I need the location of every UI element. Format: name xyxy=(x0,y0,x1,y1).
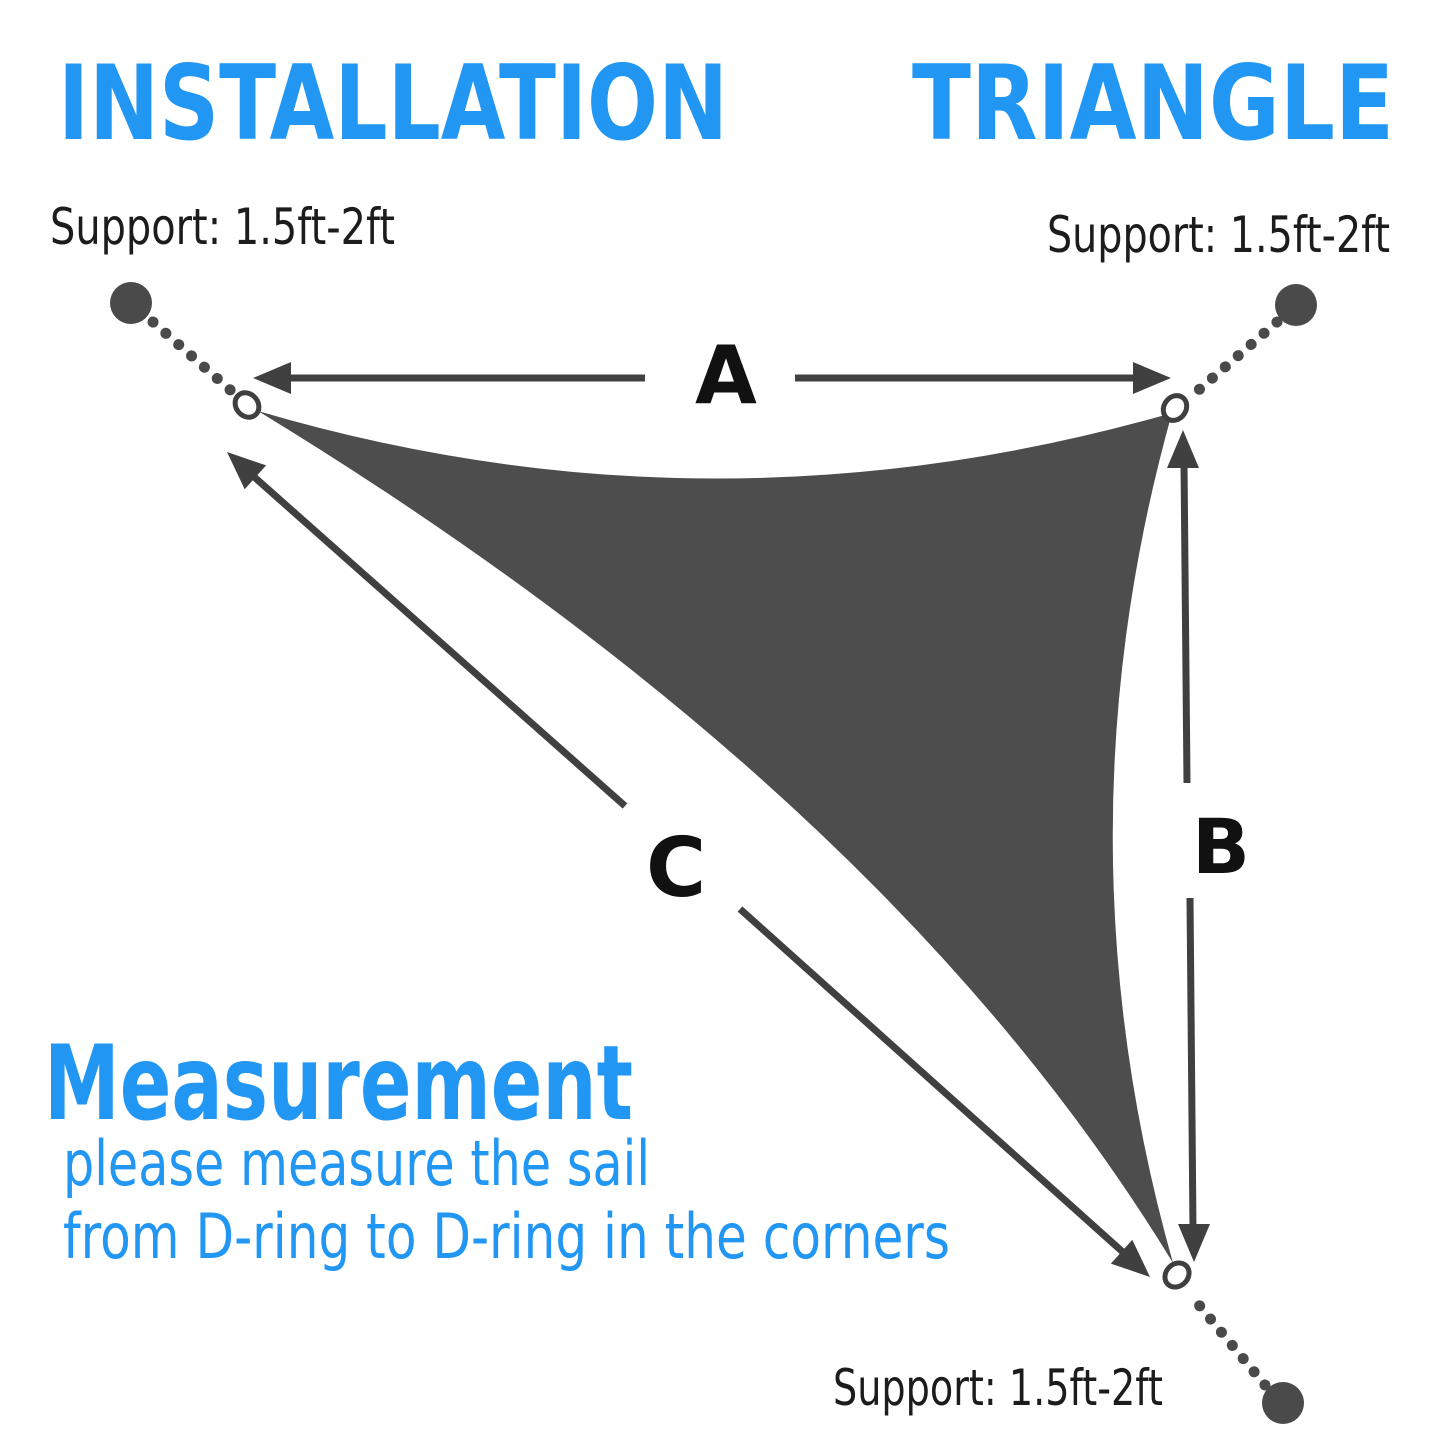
side-b-arrow xyxy=(1167,430,1210,1262)
rope-dotted-line-top-right xyxy=(1188,316,1283,400)
side-label-b: B xyxy=(1192,802,1250,891)
support-label-top-right: Support: 1.5ft-2ft xyxy=(1047,206,1390,264)
arrowhead-a-left-icon xyxy=(253,362,291,394)
side-label-a: A xyxy=(695,329,757,422)
support-label-bottom: Support: 1.5ft-2ft xyxy=(833,1359,1163,1417)
side-a-arrow xyxy=(253,362,1171,394)
support-label-top-left: Support: 1.5ft-2ft xyxy=(50,198,395,256)
arrowhead-b-bottom-icon xyxy=(1178,1224,1210,1262)
d-ring-icon-top-left xyxy=(232,390,262,420)
arrowhead-c-top-icon xyxy=(227,452,267,490)
side-b-arrow-line-top xyxy=(1180,461,1191,784)
shade-sail-triangle xyxy=(258,411,1173,1263)
anchor-point-icon-top-left xyxy=(110,282,152,324)
side-c-arrow-line-bottom xyxy=(737,906,1128,1257)
side-c-arrow-line-top xyxy=(249,472,628,809)
d-ring-icon-top-right xyxy=(1160,393,1190,423)
anchor-point-icon-top-right xyxy=(1275,284,1317,326)
side-c-arrow xyxy=(227,452,1150,1277)
arrowhead-b-top-icon xyxy=(1167,430,1199,468)
side-label-c: C xyxy=(646,821,706,916)
page-title-triangle: TRIANGLE xyxy=(912,44,1394,164)
measurement-note-line-2: from D-ring to D-ring in the corners xyxy=(63,1200,950,1273)
measurement-note-line-1: please measure the sail xyxy=(63,1127,650,1200)
anchor-point-icon-bottom xyxy=(1262,1382,1304,1424)
measurement-heading: Measurement xyxy=(44,1024,633,1144)
page-title-installation: INSTALLATION xyxy=(58,44,728,164)
side-b-arrow-line-bottom xyxy=(1186,897,1197,1231)
arrowhead-c-bottom-icon xyxy=(1110,1239,1150,1277)
rope-dotted-line-top-left xyxy=(147,316,242,401)
d-ring-icon-bottom xyxy=(1162,1260,1192,1290)
arrowhead-a-right-icon xyxy=(1133,362,1171,394)
rope-dotted-line-bottom xyxy=(1188,1293,1271,1391)
